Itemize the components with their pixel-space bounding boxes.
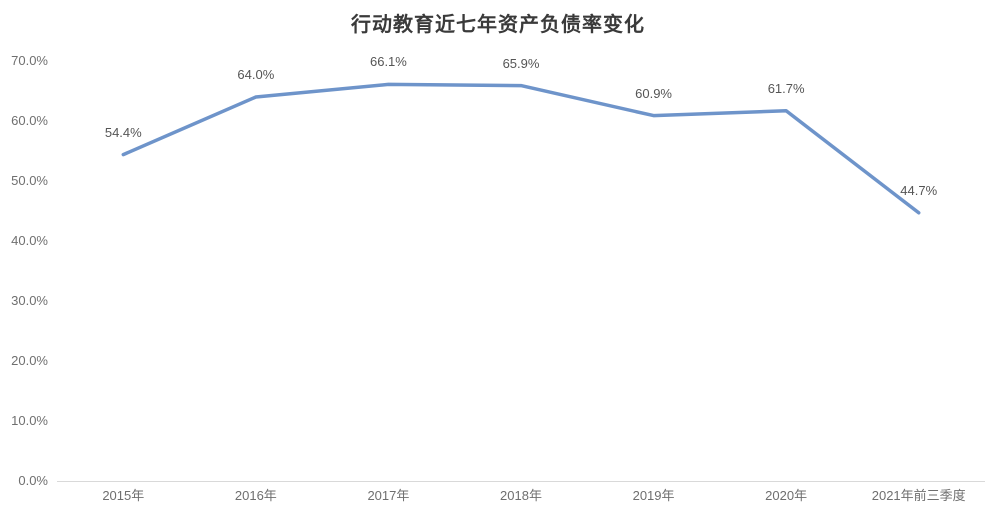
y-axis-tick-label: 60.0% <box>11 113 48 128</box>
x-axis-line <box>57 481 985 482</box>
data-point-label: 61.7% <box>767 80 805 96</box>
x-axis-tick-label: 2018年 <box>500 488 542 503</box>
data-point-label: 60.9% <box>635 85 672 101</box>
x-axis-tick-label: 2017年 <box>367 488 410 503</box>
y-axis-tick-label: 30.0% <box>11 293 48 308</box>
y-axis-tick-label: 50.0% <box>11 173 48 188</box>
x-axis-tick-label: 2019年 <box>632 488 675 503</box>
y-axis-tick-label: 0.0% <box>18 473 48 488</box>
data-point-label: 44.7% <box>900 182 938 198</box>
x-axis-tick-label: 2021年前三季度 <box>871 488 966 503</box>
series-line <box>121 82 921 215</box>
data-point-label: 54.4% <box>104 124 142 140</box>
x-axis-tick-label: 2020年 <box>765 488 808 503</box>
x-axis-tick-label: 2016年 <box>234 488 277 503</box>
y-axis-tick-label: 70.0% <box>11 53 48 68</box>
data-point-label: 65.9% <box>502 55 540 71</box>
chart-title: 行动教育近七年资产负债率变化 <box>351 14 645 36</box>
y-axis-tick-label: 10.0% <box>11 413 48 428</box>
data-point-label: 66.1% <box>369 54 407 70</box>
y-axis-tick-label: 40.0% <box>11 233 48 248</box>
data-point-label: 64.0% <box>237 67 275 82</box>
y-axis-tick-label: 20.0% <box>11 353 48 368</box>
x-axis-tick-label: 2015年 <box>102 488 145 503</box>
